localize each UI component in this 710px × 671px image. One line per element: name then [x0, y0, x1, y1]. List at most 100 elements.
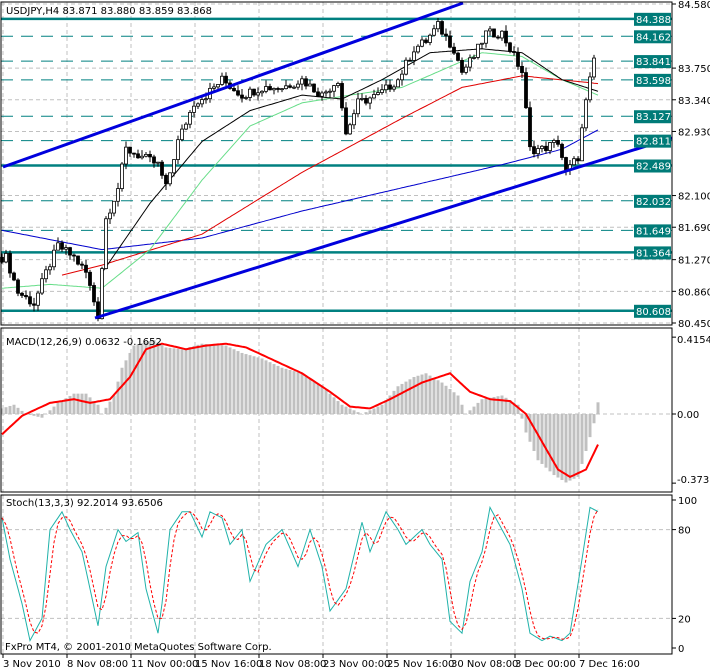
candle-body — [32, 303, 36, 306]
candle-body — [60, 242, 64, 250]
level-label: 82.489 — [636, 162, 671, 173]
macd-histogram-bar — [184, 348, 188, 414]
candle-body — [556, 140, 560, 145]
candle-body — [280, 88, 284, 91]
candle-body — [324, 91, 328, 94]
candle-body — [104, 218, 108, 269]
candle-body — [436, 21, 440, 30]
candle-body — [488, 28, 492, 32]
macd-histogram-bar — [556, 414, 560, 478]
macd-histogram-bar — [300, 373, 304, 414]
macd-histogram-bar — [236, 351, 240, 414]
time-label: 25 Nov 16:00 — [387, 659, 454, 670]
candle-body — [212, 86, 216, 89]
candle-body — [48, 266, 52, 271]
lower-trendline[interactable] — [94, 136, 673, 320]
macd-histogram-bar — [320, 386, 324, 414]
candle-body — [572, 158, 576, 166]
macd-histogram-bar — [540, 414, 544, 464]
candle-body — [192, 105, 196, 113]
level-label: 83.841 — [636, 57, 671, 68]
candle-body — [240, 94, 244, 99]
candle-body — [264, 86, 268, 92]
upper-trendline[interactable] — [2, 1, 464, 169]
stoch-title: Stoch(13,3,3) 92.2014 93.6506 — [6, 498, 163, 509]
candle-body — [252, 88, 256, 96]
macd-histogram-bar — [216, 344, 220, 414]
stoch-pane-frame — [0, 494, 673, 655]
macd-histogram-bar — [372, 408, 376, 414]
candle-body — [224, 75, 228, 84]
candle-body — [344, 107, 348, 135]
candle-body — [176, 139, 180, 160]
trend-channel[interactable] — [2, 1, 673, 320]
level-label-box — [634, 134, 671, 148]
candle-body — [44, 269, 48, 280]
macd-histogram-bar — [304, 375, 308, 414]
macd-histogram-bar — [560, 414, 564, 480]
candle-body — [500, 30, 504, 39]
macd-histogram-bar — [532, 414, 536, 451]
candle-body — [308, 83, 312, 87]
macd-histogram-bar — [364, 412, 368, 414]
candle-body — [4, 253, 8, 263]
candle-body — [168, 172, 172, 185]
macd-histogram-bar — [152, 340, 156, 414]
stochastic-pane — [1, 505, 672, 643]
macd-histogram-bar — [220, 345, 224, 414]
candle-body — [256, 92, 260, 96]
horizontal-levels[interactable] — [1, 17, 672, 313]
macd-histogram-bar — [192, 345, 196, 414]
macd-histogram-bar — [108, 401, 112, 414]
candle-body — [36, 292, 40, 306]
main-pane-frame — [0, 1, 673, 326]
moving-average-line — [1, 129, 599, 251]
candle-body — [464, 66, 468, 73]
macd-histogram-bar — [16, 407, 20, 414]
candle-body — [272, 88, 276, 91]
candle-body — [540, 145, 544, 149]
macd-histogram-bar — [232, 349, 236, 414]
candle-body — [412, 51, 416, 61]
macd-histogram-bar — [584, 414, 588, 451]
candle-body — [468, 57, 472, 68]
macd-axis-label: 0.4154 — [677, 335, 710, 346]
price-label: 83.750 — [678, 64, 710, 75]
macd-histogram-bar — [68, 395, 72, 414]
macd-histogram-bar — [340, 404, 344, 414]
macd-histogram-bar — [592, 414, 596, 424]
macd-histogram-bar — [368, 410, 372, 414]
level-label-box — [634, 30, 671, 44]
level-label-box — [634, 304, 671, 318]
candle-body — [368, 97, 372, 104]
candle-body — [372, 94, 376, 99]
candle-body — [416, 45, 420, 53]
macd-pane — [0, 340, 672, 483]
candle-body — [424, 39, 428, 43]
candle-body — [56, 242, 60, 251]
macd-histogram-bar — [120, 367, 124, 414]
candle-body — [196, 103, 200, 107]
price-label: 80.450 — [678, 319, 710, 330]
macd-histogram-bar — [444, 385, 448, 414]
candle-body — [204, 98, 208, 101]
macd-histogram-bar — [92, 401, 96, 414]
candle-body — [588, 76, 592, 101]
macd-histogram-bar — [416, 375, 420, 414]
candle-body — [520, 65, 524, 73]
candle-body — [80, 263, 84, 266]
macd-histogram-bar — [84, 393, 88, 414]
macd-histogram-bar — [272, 364, 276, 414]
candle-body — [72, 254, 76, 257]
price-label: 80.860 — [678, 287, 710, 298]
macd-histogram-bar — [596, 402, 600, 414]
macd-histogram-bar — [112, 395, 116, 414]
candle-body — [140, 155, 144, 159]
candle-body — [8, 253, 12, 274]
macd-histogram-bar — [456, 395, 460, 414]
macd-histogram-bar — [548, 414, 552, 472]
candle-body — [328, 90, 332, 93]
